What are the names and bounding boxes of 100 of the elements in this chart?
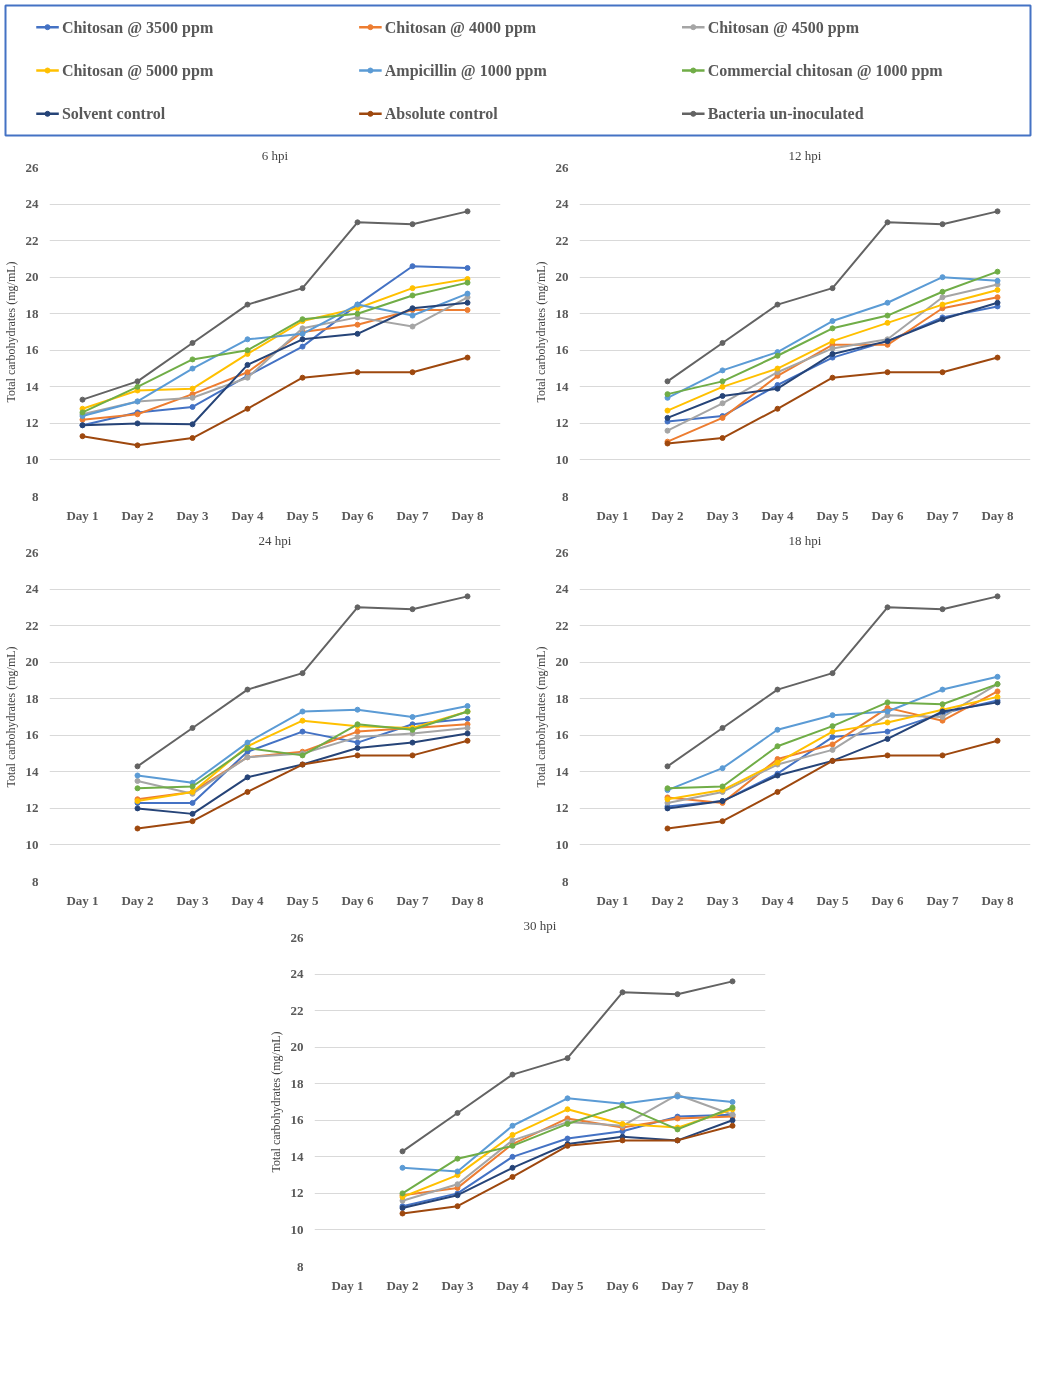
- legend-label: Absolute control: [384, 105, 499, 123]
- legend-label: Bacteria un-inoculated: [707, 105, 864, 123]
- y-axis-title: Total carbohydrates (mg/mL): [3, 261, 18, 403]
- y-tick-label: 12: [25, 415, 39, 431]
- y-tick-label: 24: [25, 581, 39, 597]
- x-tick-label: Day 1: [66, 507, 99, 523]
- x-tick-label: Day 3: [441, 1277, 475, 1293]
- chart-title: 24 hpi: [258, 532, 292, 548]
- x-tick-label: Day 4: [231, 892, 265, 908]
- y-tick-label: 18: [25, 305, 39, 321]
- y-tick-label: 18: [555, 690, 569, 706]
- y-tick-label: 20: [25, 269, 39, 285]
- x-tick-label: Day 8: [716, 1277, 750, 1293]
- x-tick-label: Day 4: [231, 507, 265, 523]
- x-tick-label: Day 3: [176, 892, 210, 908]
- chart-title: 6 hpi: [261, 147, 289, 163]
- y-tick-label: 16: [290, 1112, 304, 1128]
- x-tick-label: Day 2: [651, 507, 684, 523]
- x-tick-label: Day 2: [121, 507, 154, 523]
- y-tick-label: 16: [555, 727, 569, 743]
- y-tick-label: 12: [290, 1185, 304, 1201]
- y-tick-label: 26: [25, 544, 39, 560]
- y-tick-label: 12: [555, 800, 569, 816]
- y-tick-label: 16: [25, 342, 39, 358]
- y-axis-title: Total carbohydrates (mg/mL): [533, 646, 548, 788]
- x-tick-label: Day 5: [286, 892, 320, 908]
- x-tick-label: Day 1: [596, 892, 629, 908]
- x-tick-label: Day 6: [606, 1277, 640, 1293]
- y-tick-label: 14: [25, 763, 39, 779]
- x-tick-label: Day 4: [761, 507, 795, 523]
- x-tick-label: Day 5: [286, 507, 320, 523]
- y-tick-label: 14: [555, 378, 569, 394]
- y-tick-label: 8: [297, 1258, 304, 1274]
- y-tick-label: 26: [555, 544, 569, 560]
- y-tick-label: 26: [290, 929, 304, 945]
- y-tick-label: 18: [555, 305, 569, 321]
- x-tick-label: Day 7: [926, 892, 960, 908]
- x-tick-label: Day 1: [331, 1277, 364, 1293]
- legend-label: Ampicillin @ 1000 ppm: [384, 62, 548, 80]
- y-tick-label: 22: [290, 1002, 304, 1018]
- chart-title: 12 hpi: [788, 147, 822, 163]
- y-axis-title: Total carbohydrates (mg/mL): [3, 646, 18, 788]
- x-tick-label: Day 3: [176, 507, 210, 523]
- y-tick-label: 22: [25, 617, 39, 633]
- y-tick-label: 14: [555, 763, 569, 779]
- x-tick-label: Day 3: [706, 507, 740, 523]
- x-tick-label: Day 1: [596, 507, 629, 523]
- legend-label: Chitosan @ 4000 ppm: [384, 18, 537, 37]
- y-tick-label: 18: [25, 690, 39, 706]
- y-tick-label: 22: [25, 232, 39, 248]
- y-tick-label: 14: [25, 378, 39, 394]
- x-tick-label: Day 5: [551, 1277, 585, 1293]
- y-tick-label: 20: [290, 1039, 304, 1055]
- y-tick-label: 24: [555, 581, 569, 597]
- x-tick-label: Day 8: [451, 507, 485, 523]
- legend-label: Chitosan @ 5000 ppm: [61, 62, 214, 80]
- y-tick-label: 10: [555, 836, 569, 852]
- x-tick-label: Day 6: [871, 507, 905, 523]
- legend-label: Commercial chitosan @ 1000 ppm: [707, 62, 944, 80]
- x-tick-label: Day 6: [341, 507, 375, 523]
- y-tick-label: 22: [555, 617, 569, 633]
- y-tick-label: 10: [555, 451, 569, 467]
- y-axis-title: Total carbohydrates (mg/mL): [533, 261, 548, 403]
- y-tick-label: 14: [290, 1148, 304, 1164]
- y-tick-label: 24: [25, 196, 39, 212]
- y-tick-label: 10: [25, 451, 39, 467]
- x-tick-label: Day 3: [706, 892, 740, 908]
- y-tick-label: 20: [25, 654, 39, 670]
- y-tick-label: 20: [555, 269, 569, 285]
- y-tick-label: 26: [25, 159, 39, 175]
- chart-title: 30 hpi: [523, 917, 557, 933]
- y-tick-label: 8: [562, 873, 569, 889]
- x-tick-label: Day 5: [816, 892, 850, 908]
- y-tick-label: 16: [25, 727, 39, 743]
- y-tick-label: 10: [25, 836, 39, 852]
- legend-label: Chitosan @ 4500 ppm: [707, 18, 860, 37]
- x-tick-label: Day 6: [871, 892, 905, 908]
- x-tick-label: Day 2: [386, 1277, 419, 1293]
- y-tick-label: 12: [25, 800, 39, 816]
- legend-label: Chitosan @ 3500 ppm: [61, 18, 214, 37]
- x-tick-label: Day 8: [981, 892, 1015, 908]
- x-tick-label: Day 7: [926, 507, 960, 523]
- legend-label: Solvent control: [61, 105, 166, 123]
- x-tick-label: Day 7: [661, 1277, 695, 1293]
- y-tick-label: 26: [555, 159, 569, 175]
- x-tick-label: Day 2: [651, 892, 684, 908]
- x-tick-label: Day 8: [981, 507, 1015, 523]
- y-tick-label: 18: [290, 1075, 304, 1091]
- x-tick-label: Day 7: [396, 507, 430, 523]
- y-tick-label: 20: [555, 654, 569, 670]
- y-tick-label: 16: [555, 342, 569, 358]
- x-tick-label: Day 5: [816, 507, 850, 523]
- y-tick-label: 12: [555, 415, 569, 431]
- y-tick-label: 8: [32, 873, 39, 889]
- x-tick-label: Day 2: [121, 892, 154, 908]
- y-tick-label: 10: [290, 1221, 304, 1237]
- x-tick-label: Day 4: [496, 1277, 530, 1293]
- x-tick-label: Day 7: [396, 892, 430, 908]
- x-tick-label: Day 8: [451, 892, 485, 908]
- y-tick-label: 8: [32, 488, 39, 504]
